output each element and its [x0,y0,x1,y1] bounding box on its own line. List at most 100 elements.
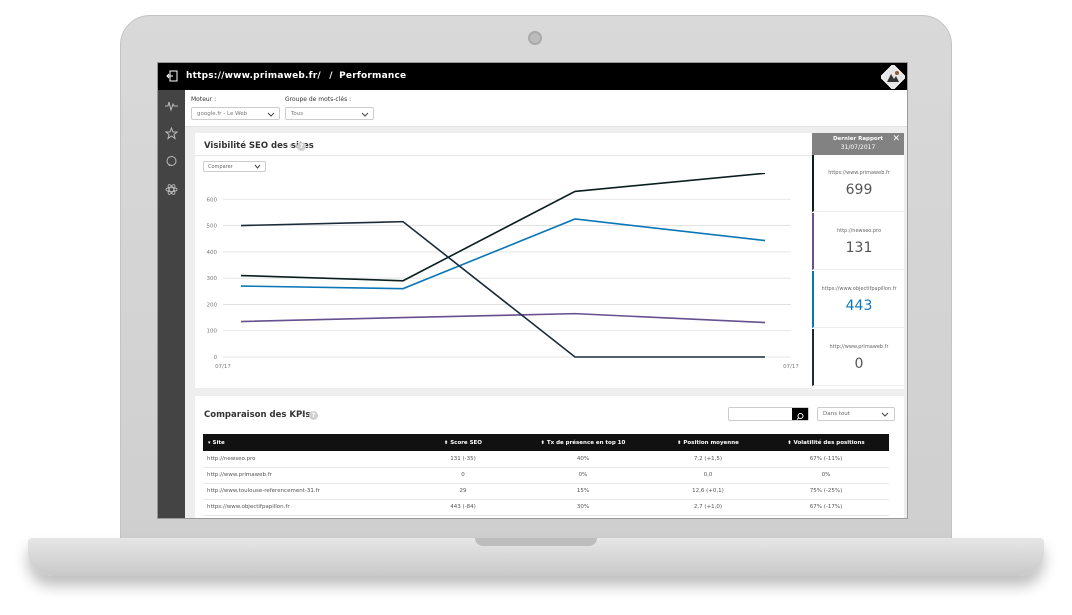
engine-label: Moteur : [191,96,217,103]
sort-icon: ⬍ [540,439,545,446]
sort-icon: ⬍ [787,439,792,446]
sort-icon: ⬍ [444,439,449,446]
kpi-crumb: › [301,410,305,419]
chat-icon[interactable] [165,155,178,168]
cell-score: 29 [413,483,513,500]
visibility-panel: Visibilité SEO des sites › ? Comparer 0 1… [195,133,813,388]
report-card[interactable]: https://www.objectifpapillon.fr 443 [812,271,904,328]
column-header-volatility[interactable]: ⬍ Volatilité des positions [763,434,889,451]
avatar[interactable] [881,65,905,89]
page-title: Performance [339,71,407,81]
cell-score: 131 (-35) [413,451,513,468]
cell-site: http://www.primaweb.fr [203,467,413,484]
report-card-url: https://www.primaweb.fr [828,170,890,176]
table-header-row: ▾ Site ⬍ Score SEO ⬍ Tx de présence en top … [203,434,889,451]
report-card-value: 0 [854,356,864,372]
report-card[interactable]: https://www.primaweb.fr 699 [812,155,904,212]
sort-icon: ▾ [208,439,211,446]
report-title: Dernier Rapport [832,136,884,142]
report-card-url: http://www.primaweb.fr [829,344,889,350]
scope-select[interactable]: Dans tout [817,407,895,421]
table-row[interactable]: http://www.toulouse-referencement-31.fr … [203,483,889,500]
table-row[interactable]: http://www.primaweb.fr 0 0% 0,0 0% [203,467,889,484]
cell-presence: 30% [513,499,653,516]
report-card-url: http://newseo.pro [836,228,882,234]
visibility-line-chart: 0 100 200 300 400 500 600 07/17 07/17 [207,173,799,370]
visibility-crumb: › [289,141,293,150]
y-tick-label: 100 [207,329,218,335]
series-line [240,220,765,358]
help-icon[interactable]: ? [309,411,318,420]
cell-site: http://newseo.pro [203,451,413,468]
series-line [240,218,766,290]
series-line [240,312,766,324]
x-tick-label: 07/17 [783,364,799,370]
cell-presence: 40% [513,451,653,468]
y-tick-label: 400 [207,250,218,256]
breadcrumb-separator: / [329,71,333,81]
keywords-value: Tous [291,111,304,117]
chevron-down-icon [267,112,275,117]
cell-volatility: 67% (-17%) [763,499,889,516]
engine-select[interactable]: google.fr - Le Web [191,107,280,120]
kpi-title: Comparaison des KPIs [204,410,311,420]
search-icon [796,413,804,420]
atom-icon[interactable] [165,183,178,196]
y-tick-label: 300 [207,276,218,282]
chevron-down-icon [881,412,889,417]
app-screen: https://www.primaweb.fr/ / Performance [157,62,908,519]
keywords-select[interactable]: Tous [285,107,374,120]
cell-site: http://www.toulouse-referencement-31.fr [203,483,413,500]
report-card[interactable]: http://www.primaweb.fr 0 [812,329,904,386]
compare-select[interactable]: Comparer [203,161,266,172]
last-report-panel: Dernier Rapport 31/07/2017 ✕ https://www… [812,133,904,389]
chevron-down-icon [254,164,261,169]
report-card-value: 443 [845,298,873,314]
x-tick-label: 07/17 [215,364,231,370]
help-icon[interactable]: ? [297,142,306,151]
sort-icon: ⬍ [677,439,682,446]
search-input[interactable] [728,407,809,421]
column-header-site[interactable]: ▾ Site [203,434,413,451]
kpi-table: ▾ Site ⬍ Score SEO ⬍ Tx de présence en top … [203,434,889,516]
report-header: Dernier Rapport 31/07/2017 ✕ [812,133,904,155]
table-row[interactable]: http://newseo.pro 131 (-35) 40% 7,2 (+1,… [203,451,889,468]
report-date: 31/07/2017 [840,144,876,151]
search-button[interactable] [792,408,808,420]
table-row[interactable]: https://www.objectifpapillon.fr 443 (-84… [203,499,889,516]
visibility-title: Visibilité SEO des sites [204,141,314,151]
cell-volatility: 0% [763,467,889,484]
chevron-down-icon [361,112,369,117]
report-card-url: https://www.objectifpapillon.fr [821,286,897,292]
activity-icon[interactable] [165,99,178,112]
y-tick-label: 200 [207,302,218,308]
report-card[interactable]: http://newseo.pro 131 [812,213,904,270]
top-bar: https://www.primaweb.fr/ / Performance [158,63,907,90]
cell-position: 7,2 (+1,5) [653,451,763,468]
cell-score: 443 (-84) [413,499,513,516]
site-url[interactable]: https://www.primaweb.fr/ [186,71,321,81]
filter-bar: Moteur : google.fr - Le Web Groupe de mo… [185,90,907,127]
exit-icon[interactable] [166,70,178,82]
cell-presence: 15% [513,483,653,500]
cell-score: 0 [413,467,513,484]
close-icon[interactable]: ✕ [892,134,900,144]
star-icon[interactable] [165,127,178,140]
compare-label: Comparer [208,164,233,170]
engine-value: google.fr - Le Web [197,111,248,117]
webcam [528,31,542,45]
cell-position: 12,6 (+0,1) [653,483,763,500]
report-card-value: 131 [845,240,873,256]
cell-position: 0,0 [653,467,763,484]
scope-value: Dans tout [823,411,850,417]
column-header-score[interactable]: ⬍ Score SEO [413,434,513,451]
sidebar [158,90,185,518]
cell-site: https://www.objectifpapillon.fr [203,499,413,516]
y-tick-label: 500 [207,224,218,230]
report-card-value: 699 [845,182,873,198]
column-header-position[interactable]: ⬍ Position moyenne [653,434,763,451]
cell-position: 2,7 (+1,0) [653,499,763,516]
column-header-presence[interactable]: ⬍ Tx de présence en top 10 [513,434,653,451]
cell-presence: 0% [513,467,653,484]
